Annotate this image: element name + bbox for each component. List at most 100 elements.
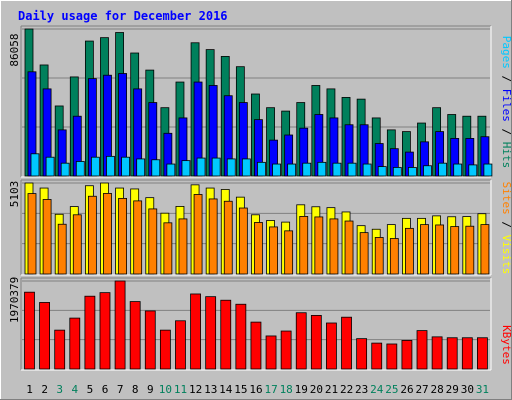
kbytes-bar: [69, 317, 81, 370]
sites-bar: [254, 222, 263, 275]
pages-bar: [106, 155, 115, 177]
day-label: 6: [102, 383, 109, 396]
day-label: 27: [415, 383, 428, 396]
kbytes-bar: [250, 321, 262, 370]
legend-separator: /: [500, 122, 512, 142]
pages-bar: [90, 156, 100, 177]
pages-bar: [30, 153, 40, 177]
kbytes-bar: [24, 291, 35, 370]
pages-bar: [317, 161, 327, 177]
kbytes-bar: [84, 295, 96, 370]
day-label: 8: [132, 383, 139, 396]
day-label: 11: [174, 383, 187, 396]
sites-bar: [389, 238, 399, 275]
sites-bar: [269, 226, 278, 275]
pages-bar: [45, 156, 55, 177]
day-label: 16: [249, 383, 262, 396]
sites-bar: [480, 224, 490, 275]
day-label: 18: [280, 383, 293, 396]
sites-bar: [284, 230, 294, 275]
sites-bar: [133, 200, 143, 275]
sites-bar: [435, 224, 445, 275]
kbytes-bar: [235, 303, 247, 370]
day-label: 29: [446, 383, 459, 396]
panel-kbytes: 1970379 KBytes: [8, 277, 512, 371]
day-label: 23: [355, 383, 368, 396]
day-label: 19: [295, 383, 308, 396]
kbytes-bar: [326, 322, 337, 370]
day-label: 21: [325, 383, 338, 396]
legend-files: Files: [500, 89, 512, 122]
sites-bar: [223, 200, 233, 275]
day-label: 7: [117, 383, 124, 396]
day-label: 31: [476, 383, 489, 396]
panel-max-label: 86058: [8, 33, 21, 66]
pages-bar: [181, 160, 191, 177]
kbytes-bar: [431, 336, 443, 370]
chart-panels: 86058 Pages / Files / Hits 5103 Sites / Vis…: [8, 25, 512, 371]
kbytes-bar: [280, 330, 292, 370]
day-label: 17: [264, 383, 277, 396]
day-label: 28: [431, 383, 444, 396]
sites-bar: [374, 237, 384, 275]
pages-bar: [408, 167, 417, 177]
kbytes-bar: [310, 315, 322, 370]
pages-bar: [136, 158, 146, 177]
pages-bar: [302, 162, 312, 177]
sites-bar: [344, 220, 354, 275]
kbytes-bar: [190, 293, 201, 370]
pages-bar: [468, 164, 478, 177]
kbytes-bar: [356, 338, 368, 370]
chart-title: Daily usage for December 2016: [18, 9, 228, 23]
sites-bar: [193, 194, 203, 275]
kbytes-bar: [220, 299, 232, 370]
sites-bar: [450, 226, 460, 275]
panel-visits-sites: 5103 Sites / Visits: [8, 179, 512, 276]
kbytes-bar: [129, 301, 141, 370]
sites-bar: [42, 199, 52, 275]
sites-bar: [118, 197, 127, 275]
day-label: 15: [234, 383, 247, 396]
sites-bar: [72, 214, 82, 275]
kbytes-bar: [446, 337, 458, 370]
sites-bar: [163, 222, 173, 275]
legend-pages: Pages: [500, 36, 512, 69]
kbytes-bar: [144, 310, 156, 370]
pages-bar: [438, 162, 448, 177]
legend-separator: /: [500, 215, 512, 235]
pages-bar: [257, 161, 266, 177]
day-label: 26: [400, 383, 413, 396]
legend-hits: Hits: [500, 142, 512, 169]
sites-bar: [57, 223, 67, 275]
day-label: 1: [26, 383, 33, 396]
panel-max-label: 1970379: [8, 277, 21, 323]
pages-bar: [272, 163, 281, 177]
kbytes-bar: [386, 343, 398, 370]
pages-bar: [362, 163, 372, 177]
day-label: 3: [56, 383, 63, 396]
day-labels: 1 2 3 4 5 6 7 8 9 10 11 12 13 14 15 16 17 18 19 20 21 22 23 24 2…: [26, 383, 489, 396]
kbytes-bar: [371, 342, 383, 370]
kbytes-bar: [205, 296, 217, 370]
sites-bar: [238, 207, 248, 275]
pages-bar: [347, 162, 357, 177]
sites-bar: [148, 208, 158, 275]
pages-bar: [226, 158, 236, 177]
pages-bar: [166, 163, 176, 177]
sites-bar: [314, 216, 324, 275]
kbytes-bar: [295, 312, 307, 370]
panel-max-label: 5103: [8, 181, 21, 208]
kbytes-bar: [114, 280, 126, 370]
sites-bar: [103, 192, 112, 275]
legend-visits: Visits: [500, 235, 512, 275]
sites-bar: [178, 218, 188, 275]
day-label: 14: [219, 383, 233, 396]
kbytes-bar: [401, 340, 413, 370]
pages-bar: [453, 163, 463, 177]
panel-legend: KBytes: [500, 325, 512, 365]
day-label: 2: [41, 383, 48, 396]
day-label: 9: [147, 383, 154, 396]
sites-bar: [27, 193, 37, 275]
day-label: 4: [72, 383, 79, 396]
